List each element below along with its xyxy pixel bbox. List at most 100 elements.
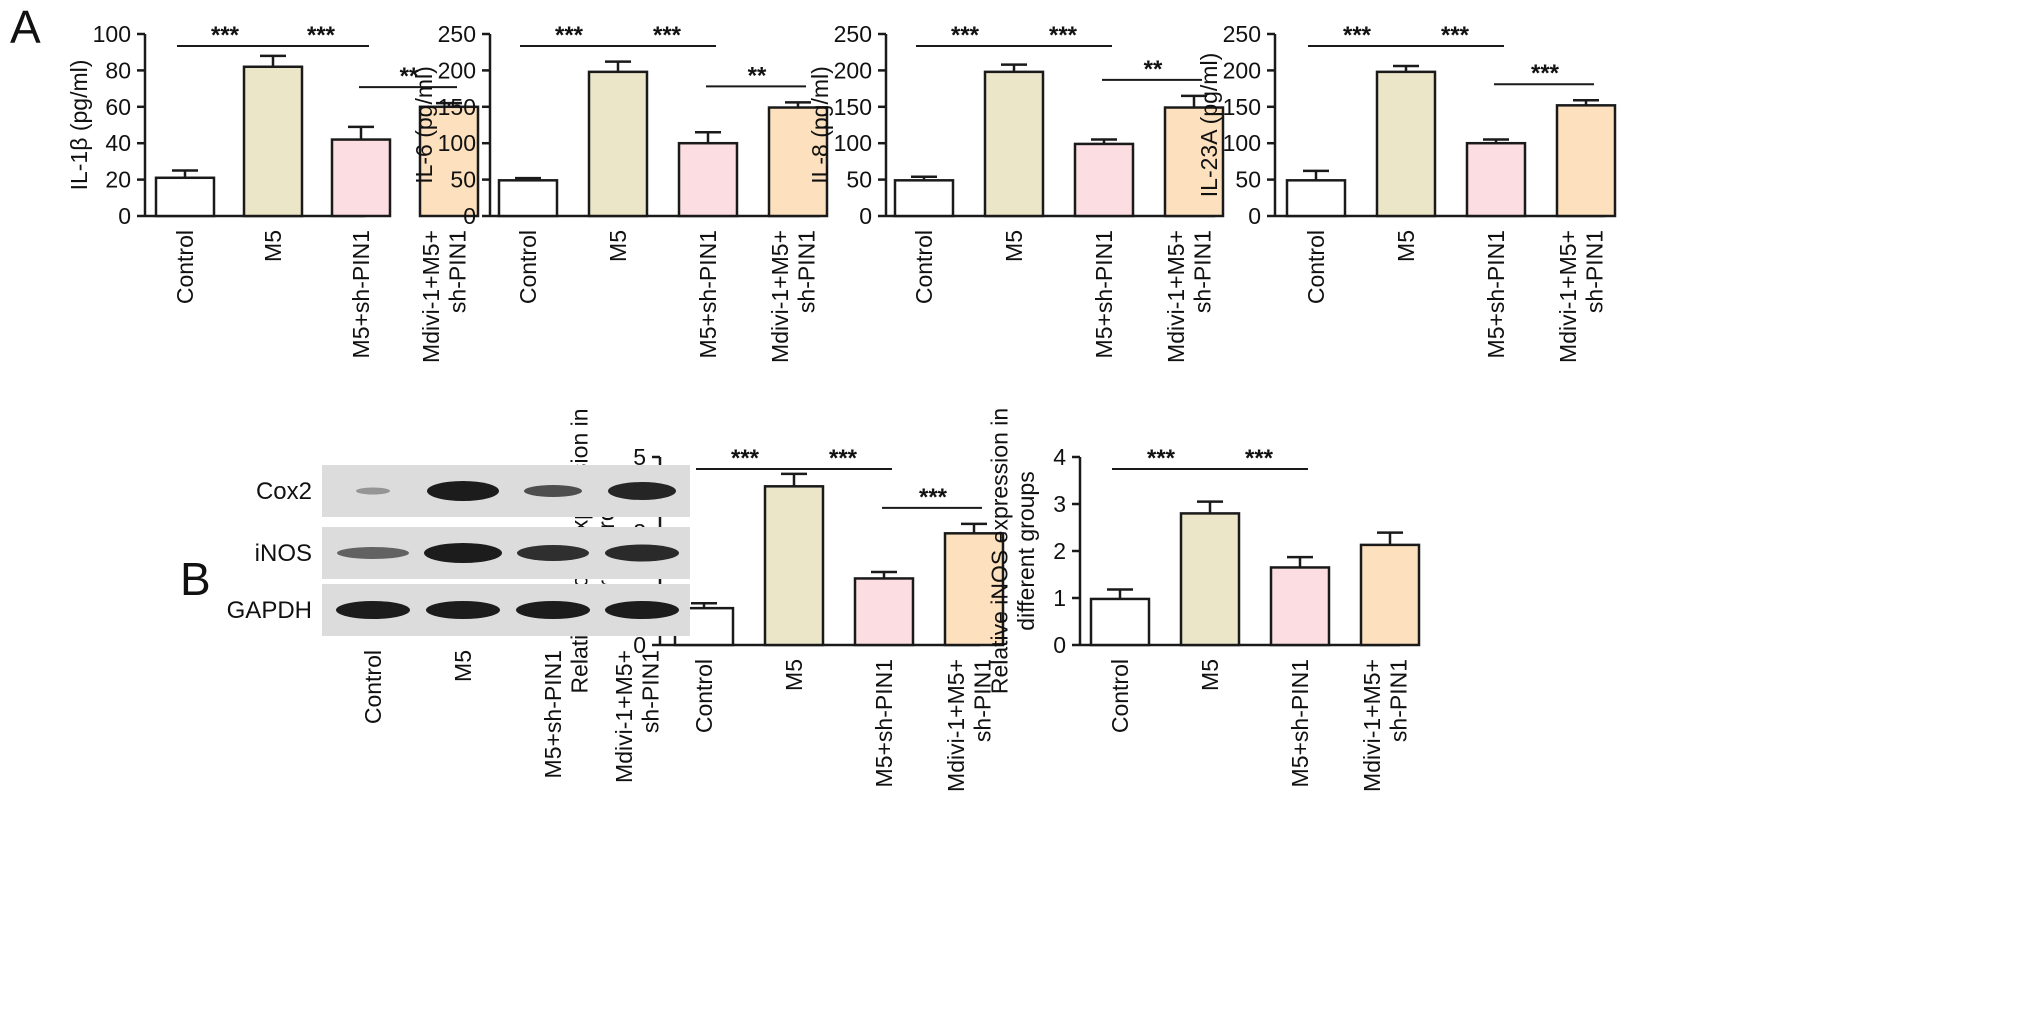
il23a-y-label: IL-23A (pg/ml) xyxy=(1196,53,1222,197)
blot-lane-label: M5+sh-PIN1 xyxy=(540,650,566,778)
il1b-y-tick-label: 60 xyxy=(105,94,131,120)
il8-bar xyxy=(893,179,955,218)
blot-band xyxy=(516,601,590,619)
il8-y-tick-label: 250 xyxy=(834,21,872,47)
il6-sig-label: ** xyxy=(748,62,767,89)
il6-x-tick-label: M5+sh-PIN1 xyxy=(695,230,721,358)
blot-band xyxy=(517,545,589,561)
il8-sig-label: *** xyxy=(1049,22,1078,49)
blot-strip-gapdh xyxy=(322,584,690,636)
blot-band xyxy=(608,482,676,500)
il6-bar xyxy=(677,141,739,218)
blot-band xyxy=(356,487,390,495)
il1b-x-tick-label: M5+sh-PIN1 xyxy=(348,230,374,358)
blot-band xyxy=(605,544,679,562)
inos-sig-label: *** xyxy=(1245,445,1274,472)
il8-y-tick-label: 50 xyxy=(846,167,872,193)
il1b-y-tick-label: 100 xyxy=(93,21,131,47)
il1b-sig-label: *** xyxy=(211,22,240,49)
blot-band xyxy=(605,601,679,619)
cox2-bar xyxy=(943,532,1005,647)
il23a-x-tick-label: Mdivi-1+M5+sh-PIN1 xyxy=(1555,230,1607,363)
il1b-x-tick-label: M5 xyxy=(260,230,286,262)
panel-label-b: B xyxy=(180,553,211,605)
cox2-x-tick-label: M5+sh-PIN1 xyxy=(871,659,897,787)
il6-bar xyxy=(587,70,649,218)
il8-x-tick-label: Mdivi-1+M5+sh-PIN1 xyxy=(1163,230,1215,363)
il8-sig-label: ** xyxy=(1144,56,1163,83)
il23a-bar xyxy=(1465,141,1527,218)
il8-y-label: IL-8 (pg/ml) xyxy=(807,66,833,184)
il6-x-tick-label: Mdivi-1+M5+sh-PIN1 xyxy=(767,230,819,363)
il23a-x-tick-label: M5 xyxy=(1393,230,1419,262)
il8-y-tick-label: 150 xyxy=(834,94,872,120)
blot-lane-label: Control xyxy=(360,650,386,724)
blot-band xyxy=(337,547,409,559)
il23a-y-tick-label: 200 xyxy=(1223,57,1261,83)
blot-band xyxy=(336,601,410,619)
il23a-y-tick-label: 50 xyxy=(1235,167,1261,193)
il6-y-tick-label: 100 xyxy=(438,130,476,156)
il1b-sig-label: *** xyxy=(307,22,336,49)
inos-y-label: Relative iNOS expression indifferent gro… xyxy=(987,408,1039,694)
cox2-y-tick-label: 4 xyxy=(633,482,646,508)
il1b-y-tick-label: 80 xyxy=(105,57,131,83)
il8-bar xyxy=(1163,106,1225,218)
il23a-y-tick-label: 150 xyxy=(1223,94,1261,120)
blot-band xyxy=(426,601,500,619)
il1b-y-tick-label: 0 xyxy=(118,203,131,229)
cox2-x-tick-label: Mdivi-1+M5+sh-PIN1 xyxy=(943,659,995,792)
il1b-bar xyxy=(154,176,216,218)
il23a-y-tick-label: 250 xyxy=(1223,21,1261,47)
il6-sig-label: *** xyxy=(653,22,682,49)
il6-y-label: IL-6 (pg/ml) xyxy=(411,66,437,184)
cox2-y-label: Relative Cox2 expression indifferent gro… xyxy=(567,408,619,693)
il6-bar xyxy=(767,106,829,218)
il8-x-tick-label: Control xyxy=(911,230,937,304)
panel-label-a: A xyxy=(10,1,41,53)
inos-bar xyxy=(1269,566,1331,647)
cox2-x-tick-label: Control xyxy=(691,659,717,733)
blot-row-label: GAPDH xyxy=(227,597,312,624)
inos-plot: 0 1 2 3 4 Relative iNOS expression indifferen… xyxy=(987,408,1421,792)
cox2-bar xyxy=(763,485,825,647)
cox2-bar xyxy=(673,606,735,647)
il1b-x-tick-label: Control xyxy=(172,230,198,304)
il1b-y-tick-label: 40 xyxy=(105,130,131,156)
il23a-sig-label: *** xyxy=(1531,60,1560,87)
inos-bar xyxy=(1179,512,1241,647)
il23a-bar xyxy=(1375,70,1437,218)
il1b-y-tick-label: 20 xyxy=(105,167,131,193)
blot-row-label: Cox2 xyxy=(256,478,312,505)
blot-lane-label: Mdivi-1+M5+sh-PIN1 xyxy=(611,650,663,783)
blot-lane-label: M5 xyxy=(450,650,476,682)
cox2-sig-label: *** xyxy=(919,484,948,511)
il6-y-tick-label: 150 xyxy=(438,94,476,120)
il23a-y-tick-label: 0 xyxy=(1248,203,1261,229)
inos-x-tick-label: M5 xyxy=(1197,659,1223,691)
il8-y-tick-label: 100 xyxy=(834,130,872,156)
il8-sig-label: *** xyxy=(951,22,980,49)
il23a-x-tick-label: M5+sh-PIN1 xyxy=(1483,230,1509,358)
il6-bar xyxy=(497,179,559,218)
inos-y-tick-label: 0 xyxy=(1053,632,1066,658)
western-blot: Cox2 iNOS GAPDH Control M5 M5+sh-PIN1 Mdivi-1+… xyxy=(227,465,690,783)
il23a-x-tick-label: Control xyxy=(1303,230,1329,304)
il6-y-tick-label: 250 xyxy=(438,21,476,47)
il6-x-tick-label: Control xyxy=(515,230,541,304)
il6-x-tick-label: M5 xyxy=(605,230,631,262)
inos-bar xyxy=(1089,597,1151,647)
cox2-y-tick-label: 5 xyxy=(633,444,646,470)
il23a-sig-label: *** xyxy=(1343,22,1372,49)
cox2-sig-label: *** xyxy=(829,445,858,472)
il8-bar xyxy=(983,70,1045,218)
cox2-sig-label: *** xyxy=(731,445,760,472)
cox2-y-tick-label: 1 xyxy=(633,594,646,620)
inos-x-tick-label: Mdivi-1+M5+sh-PIN1 xyxy=(1359,659,1411,792)
il1b-bar xyxy=(242,65,304,218)
blot-band xyxy=(524,485,582,497)
